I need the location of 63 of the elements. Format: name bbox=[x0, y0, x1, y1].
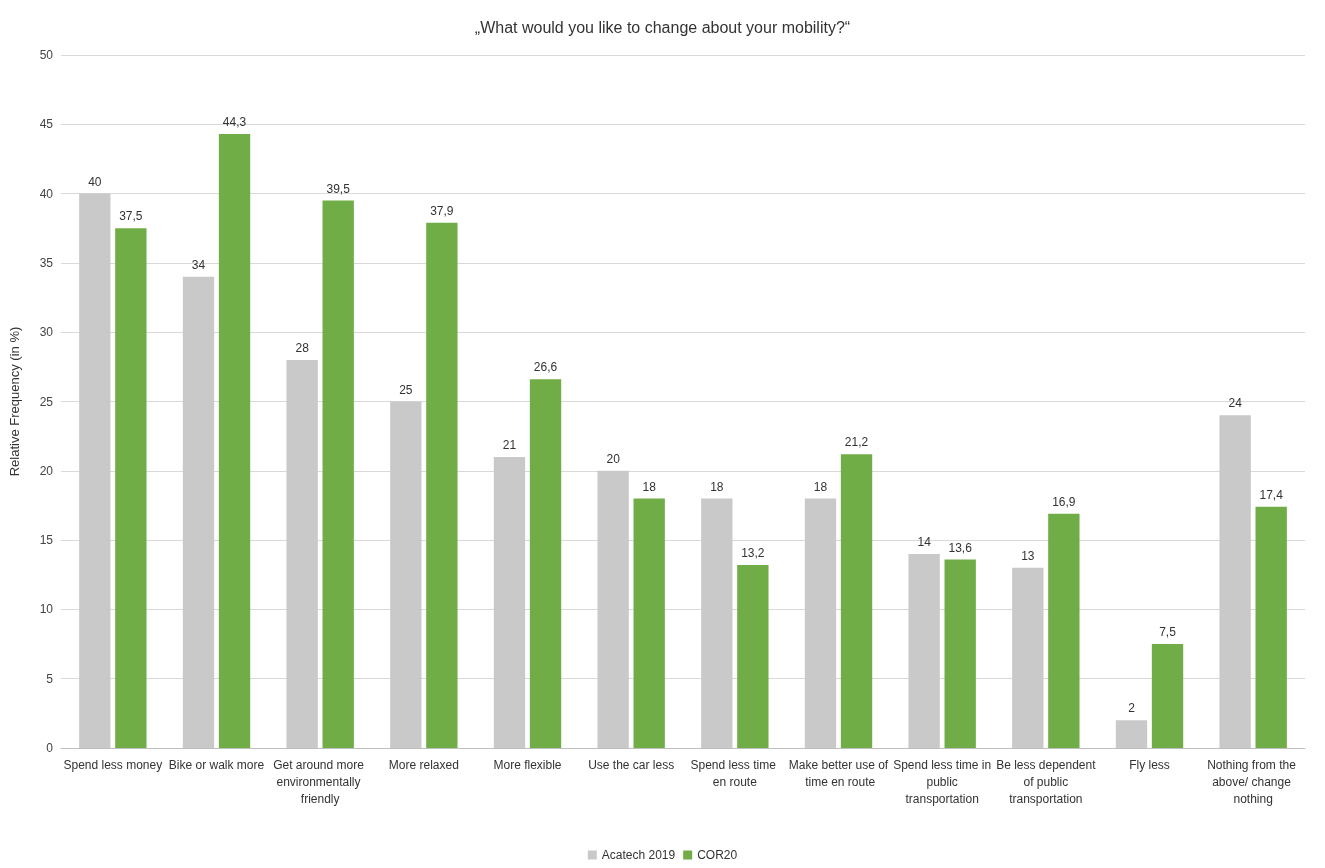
bar bbox=[840, 454, 873, 748]
data-label: 20 bbox=[606, 451, 621, 466]
data-label: 21 bbox=[502, 437, 517, 452]
y-tick-label: 45 bbox=[39, 117, 54, 132]
x-tick-label: Nothing from the above/ change nothing bbox=[1207, 757, 1300, 806]
x-tick-label: More relaxed bbox=[388, 757, 459, 772]
data-label: 40 bbox=[88, 174, 102, 189]
data-label: 25 bbox=[399, 382, 413, 397]
data-label: 13 bbox=[1021, 548, 1035, 563]
bar bbox=[218, 134, 251, 748]
y-tick-label: 50 bbox=[39, 48, 54, 62]
x-tick-label: Spend less money bbox=[63, 757, 163, 772]
data-label: 16,9 bbox=[1052, 494, 1076, 509]
x-tick-label: More flexible bbox=[493, 757, 562, 772]
y-tick-label: 15 bbox=[39, 533, 54, 548]
bar bbox=[737, 565, 769, 748]
legend-label: COR20 bbox=[697, 848, 738, 862]
data-label: 34 bbox=[191, 257, 206, 272]
data-label: 18 bbox=[710, 479, 724, 494]
data-label: 21,2 bbox=[844, 435, 869, 450]
data-label: 7,5 bbox=[1159, 625, 1177, 640]
data-label: 2 bbox=[1128, 701, 1136, 716]
bar bbox=[115, 228, 147, 748]
data-label: 13,6 bbox=[948, 540, 973, 555]
chart-title: „What would you like to change about your mobility?“ bbox=[474, 18, 851, 36]
data-label: 17,4 bbox=[1259, 487, 1284, 502]
y-axis-title: Relative Frequency (in %) bbox=[7, 326, 22, 477]
x-tick-label: Get around more environmentally friendly bbox=[273, 757, 368, 806]
legend-label: Acatech 2019 bbox=[601, 848, 676, 862]
bar bbox=[322, 200, 354, 748]
bar bbox=[529, 379, 562, 748]
x-tick-label: Make better use of time en route bbox=[788, 757, 889, 789]
bar bbox=[1151, 644, 1184, 748]
data-label: 18 bbox=[642, 479, 657, 494]
x-tick-label: Spend less time in public transportation bbox=[893, 757, 992, 806]
y-tick-label: 40 bbox=[39, 186, 54, 201]
data-label: 28 bbox=[295, 340, 310, 355]
bar bbox=[1048, 513, 1080, 748]
data-label: 37,9 bbox=[430, 203, 454, 218]
data-label: 39,5 bbox=[326, 181, 351, 196]
x-tick-label: Bike or walk more bbox=[168, 757, 265, 772]
data-label: 26,6 bbox=[533, 360, 558, 375]
bar bbox=[633, 498, 665, 748]
y-tick-label: 25 bbox=[39, 394, 54, 409]
y-tick-label: 0 bbox=[46, 741, 54, 755]
y-tick-label: 5 bbox=[46, 671, 54, 686]
x-tick-label: Be less dependent of public transportation bbox=[996, 757, 1097, 806]
y-tick-label: 10 bbox=[39, 602, 54, 617]
data-label: 44,3 bbox=[222, 115, 247, 129]
data-label: 24 bbox=[1228, 396, 1243, 411]
y-tick-label: 20 bbox=[39, 463, 54, 478]
y-tick-label: 35 bbox=[39, 255, 54, 270]
x-tick-label: Use the car less bbox=[588, 757, 675, 772]
x-tick-label: Spend less time en route bbox=[690, 757, 780, 789]
y-tick-label: 30 bbox=[39, 325, 54, 340]
data-label: 37,5 bbox=[119, 209, 143, 224]
bar bbox=[944, 559, 976, 748]
bar bbox=[1255, 506, 1287, 748]
data-label: 18 bbox=[813, 479, 828, 494]
bar bbox=[426, 222, 458, 748]
data-label: 14 bbox=[917, 534, 932, 549]
x-tick-label: Fly less bbox=[1129, 757, 1170, 772]
data-label: 13,2 bbox=[741, 546, 765, 561]
